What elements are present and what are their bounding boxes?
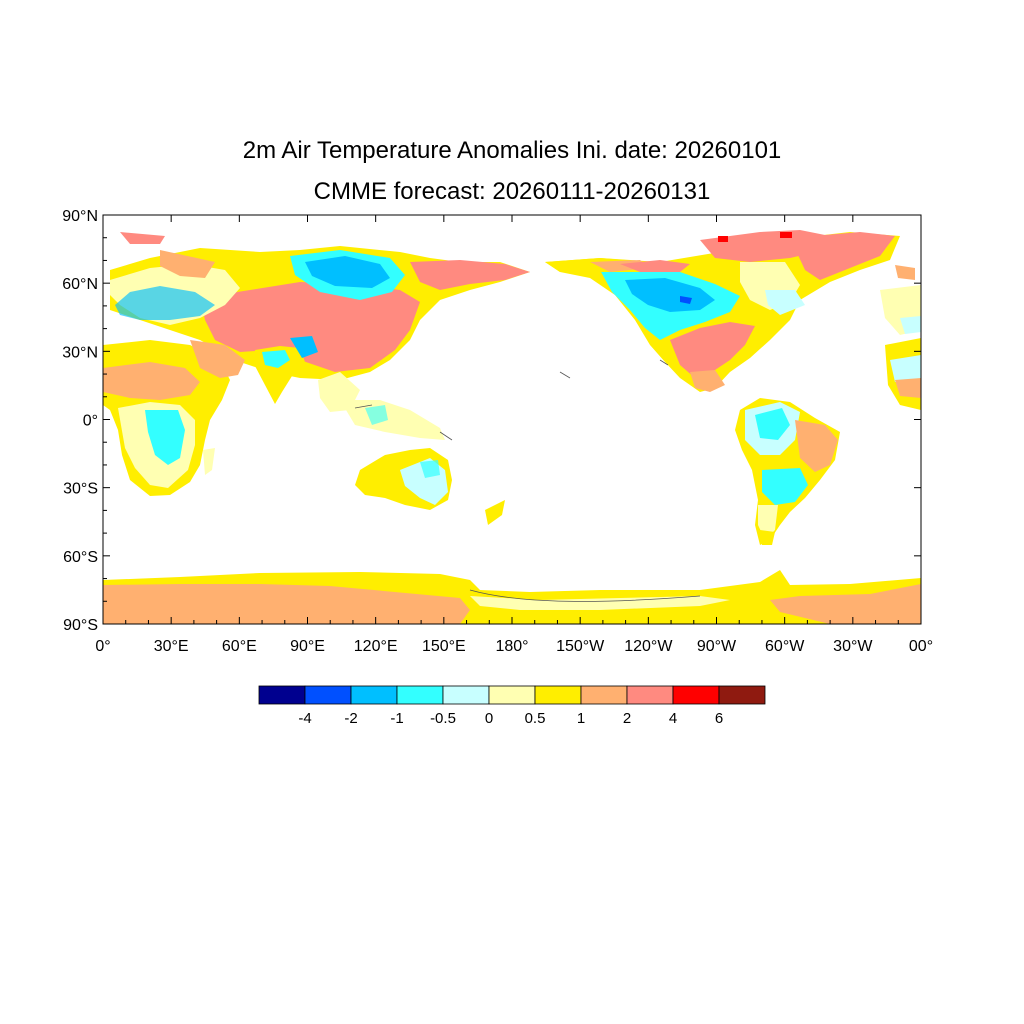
colorbar-label: -0.5 — [430, 710, 456, 727]
lat-label: 60°S — [63, 549, 98, 566]
colorbar-swatch — [442, 685, 490, 705]
colorbar: -4 -2 -1 -0.5 0 0.5 1 2 4 6 — [258, 685, 766, 727]
colorbar-label: 2 — [623, 710, 631, 727]
lon-label: 150°W — [556, 638, 605, 655]
lon-label: 60°W — [765, 638, 805, 655]
africa-region — [103, 340, 245, 496]
australia-region — [355, 448, 505, 525]
lat-label: 0° — [83, 413, 98, 430]
map-title: 2m Air Temperature Anomalies Ini. date: … — [242, 137, 782, 164]
lon-label: 90°W — [697, 638, 737, 655]
colorbar-label: 0.5 — [525, 710, 546, 727]
colorbar-swatch — [580, 685, 628, 705]
lon-label: 90°E — [290, 638, 325, 655]
colorbar-label: 6 — [715, 710, 723, 727]
north-america-region — [545, 230, 900, 392]
colorbar-swatch — [488, 685, 536, 705]
lat-label: 90°N — [62, 208, 98, 225]
colorbar-label: 4 — [669, 710, 677, 727]
map-fields — [103, 230, 921, 624]
colorbar-swatch — [258, 685, 306, 705]
lon-label: 0° — [95, 638, 110, 655]
coastlines — [354, 359, 701, 602]
colorbar-label: 0 — [485, 710, 493, 727]
colorbar-swatch — [304, 685, 352, 705]
colorbar-swatch — [672, 685, 720, 705]
colorbar-swatch — [350, 685, 398, 705]
map-axes: 90°N 60°N 30°N 0° 30°S 60°S 90°S 0° 30°E 60°E 90°E… — [62, 208, 933, 655]
lat-label: 30°N — [62, 344, 98, 361]
colorbar-label: -1 — [390, 710, 403, 727]
lon-label: 60°E — [222, 638, 257, 655]
antarctica-region — [103, 570, 921, 624]
colorbar-label: -2 — [344, 710, 357, 727]
lon-label: 120°E — [354, 638, 398, 655]
south-america-region — [735, 398, 840, 545]
lon-label: 180° — [495, 638, 528, 655]
lon-label: 30°W — [833, 638, 873, 655]
lon-label: 30°E — [154, 638, 189, 655]
map-subtitle: CMME forecast: 20260111-20260131 — [313, 178, 711, 205]
lat-label: 30°S — [63, 481, 98, 498]
colorbar-swatch — [534, 685, 582, 705]
colorbar-swatch — [626, 685, 674, 705]
lon-label: 00° — [909, 638, 933, 655]
lon-label: 120°W — [624, 638, 673, 655]
colorbar-label: -4 — [298, 710, 311, 727]
colorbar-swatch — [396, 685, 444, 705]
india-region — [255, 336, 445, 440]
lat-label: 60°N — [62, 276, 98, 293]
wrap-region — [880, 265, 921, 410]
colorbar-swatch — [718, 685, 766, 705]
eurasia-region — [110, 232, 530, 380]
lat-label: 90°S — [63, 617, 98, 634]
lon-label: 150°E — [422, 638, 466, 655]
colorbar-label: 1 — [577, 710, 585, 727]
